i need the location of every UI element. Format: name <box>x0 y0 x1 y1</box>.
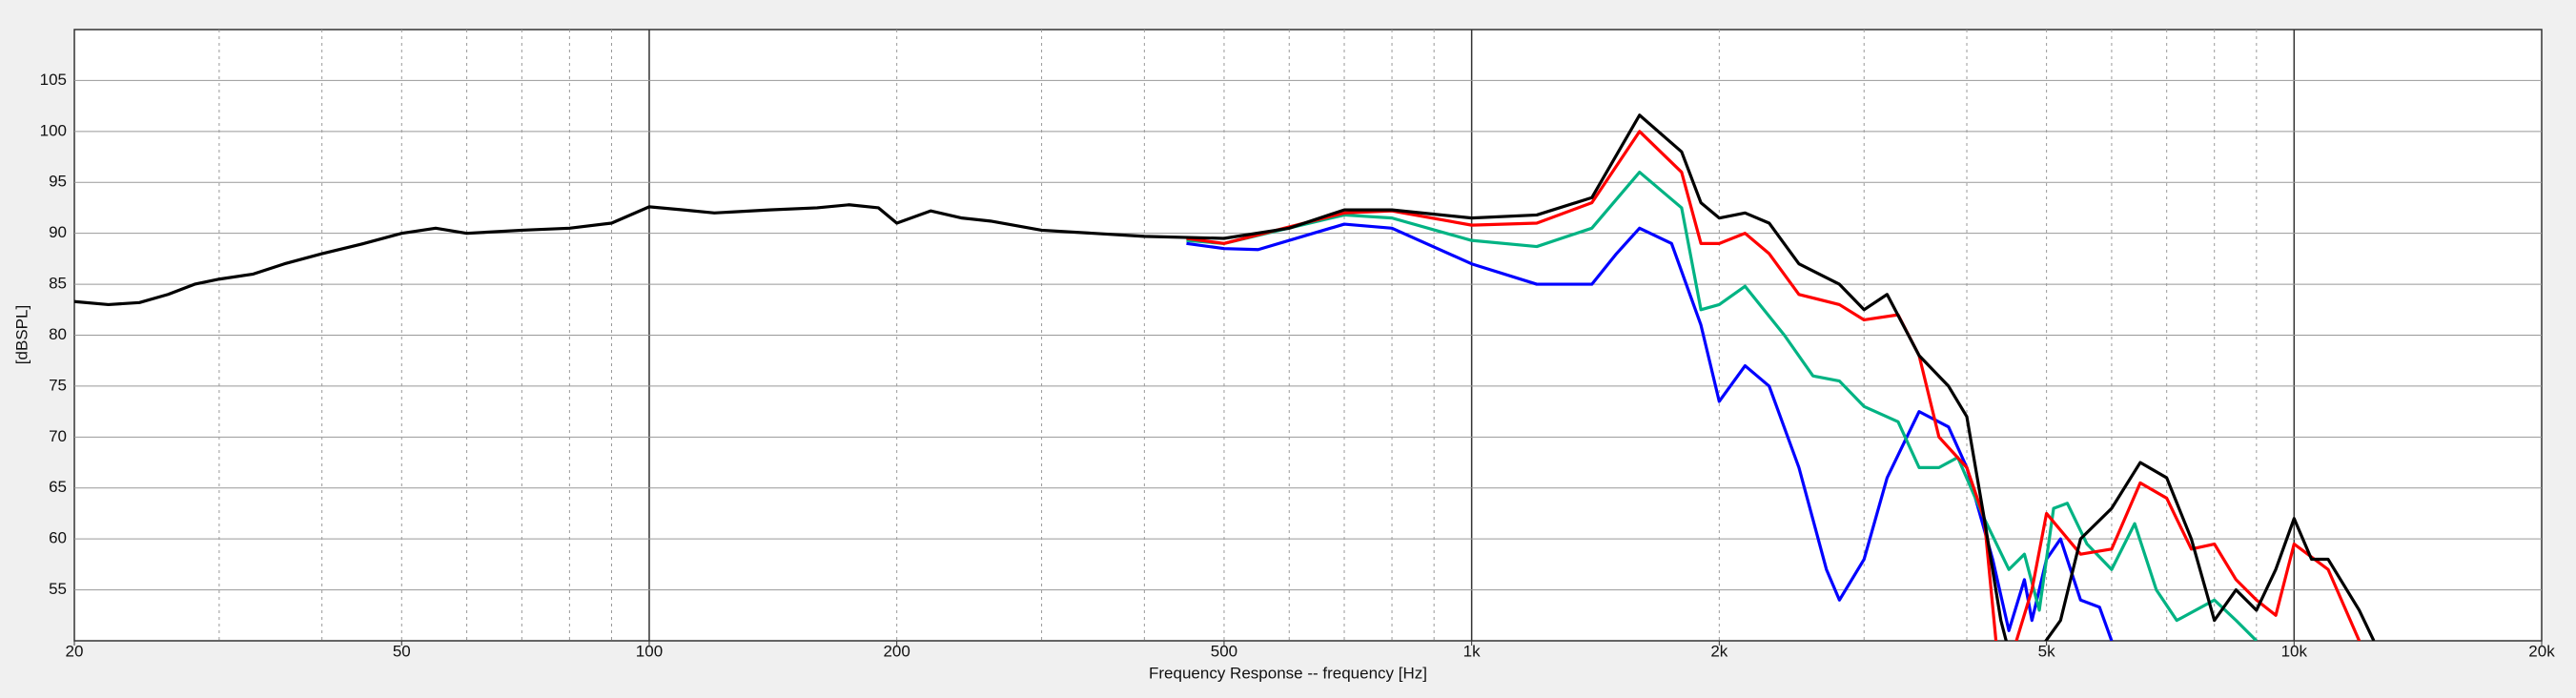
y-tick-label: 100 <box>40 121 67 139</box>
y-tick-label: 85 <box>49 275 67 293</box>
x-tick-label: 10k <box>2281 642 2308 660</box>
series-line <box>1186 222 2114 641</box>
series-line <box>1186 130 2361 641</box>
series-line <box>74 113 2376 641</box>
x-tick-label: 50 <box>393 642 411 660</box>
series-line <box>1186 170 2258 641</box>
x-tick-label: 20 <box>66 642 84 660</box>
x-tick-label: 100 <box>636 642 663 660</box>
x-axis-label: Frequency Response -- frequency [Hz] <box>1149 664 1427 682</box>
y-tick-label: 55 <box>49 580 67 598</box>
y-tick-label: 105 <box>40 71 67 89</box>
y-tick-label: 65 <box>49 478 67 496</box>
y-tick-label: 70 <box>49 427 67 445</box>
y-tick-label: 80 <box>49 325 67 343</box>
y-tick-label: 75 <box>49 376 67 394</box>
y-tick-label: 95 <box>49 173 67 191</box>
y-tick-label: 90 <box>49 223 67 241</box>
x-tick-label: 1k <box>1463 642 1481 660</box>
x-tick-label: 200 <box>883 642 910 660</box>
x-tick-label: 20k <box>2528 642 2555 660</box>
x-tick-label: 2k <box>1710 642 1728 660</box>
x-tick-label: 5k <box>2038 642 2055 660</box>
x-tick-label: 500 <box>1211 642 1237 660</box>
y-tick-label: 60 <box>49 529 67 547</box>
y-axis-label: [dBSPL] <box>12 305 31 364</box>
